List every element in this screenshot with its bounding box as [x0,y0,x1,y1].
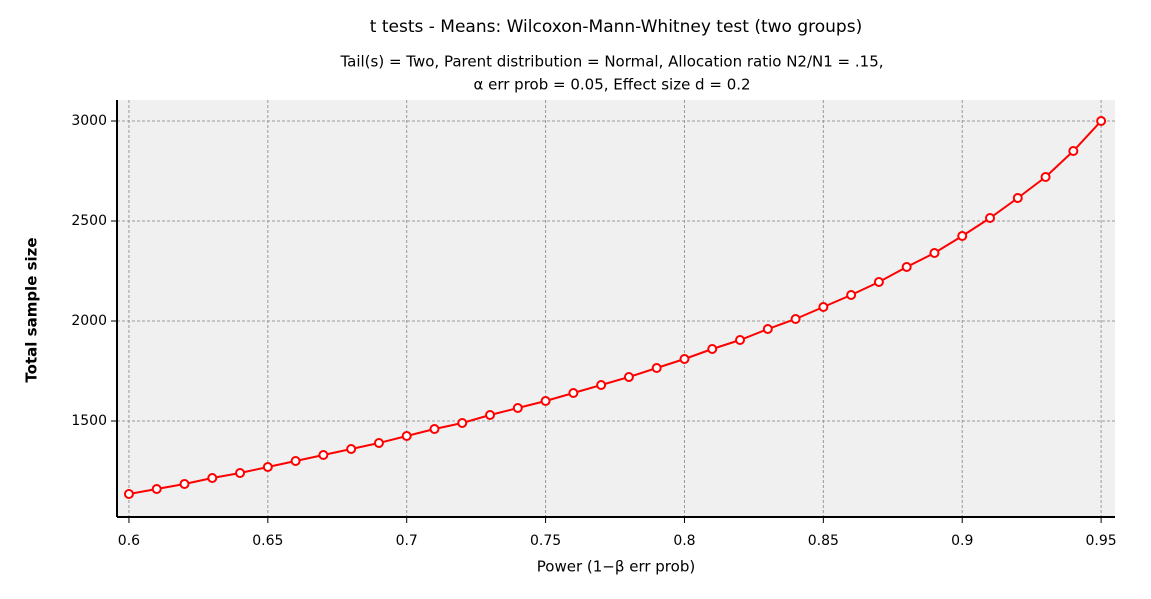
data-point [985,213,996,223]
data-point [873,277,884,287]
x-tick-label: 0.7 [396,533,418,549]
y-tick-label: 3000 [71,113,107,129]
x-axis-title: Power (1−β err prob) [537,558,695,576]
data-point [1096,116,1107,126]
data-point [262,462,273,472]
data-point [901,262,912,272]
data-point [735,335,746,345]
data-point [151,484,162,494]
data-point [290,456,301,466]
data-point [401,431,412,441]
data-point [1012,193,1023,203]
data-point [457,418,468,428]
y-tick-label: 2000 [71,313,107,329]
x-tick-label: 0.65 [252,533,283,549]
x-tick-label: 0.6 [118,533,140,549]
data-point [485,410,496,420]
data-point [623,372,634,382]
data-point [568,388,579,398]
data-point [1068,146,1079,156]
data-point [1040,172,1051,182]
x-tick-label: 0.75 [530,533,561,549]
x-tick-label: 0.8 [673,533,695,549]
data-point [929,248,940,258]
data-point [512,403,523,413]
data-point [707,344,718,354]
chart-subtitle: Tail(s) = Two, Parent distribution = Nor… [339,53,883,71]
chart-title: t tests - Means: Wilcoxon-Mann-Whitney t… [370,17,862,37]
data-point [957,231,968,241]
data-point [790,314,801,324]
data-point [846,290,857,300]
data-point [596,380,607,390]
chart-subtitle: α err prob = 0.05, Effect size d = 0.2 [473,76,750,94]
data-point [540,396,551,406]
y-tick-label: 2500 [71,213,107,229]
data-point [429,424,440,434]
data-point [818,302,829,312]
y-tick-label: 1500 [71,413,107,429]
plot-area [117,100,1115,517]
data-point [179,479,190,489]
data-point [235,468,246,478]
data-point [651,363,662,373]
data-point [318,450,329,460]
data-point [123,489,134,499]
data-point [207,473,218,483]
data-point [762,324,773,334]
data-point [679,354,690,364]
data-point [373,438,384,448]
x-tick-label: 0.85 [808,533,839,549]
x-tick-label: 0.95 [1086,533,1117,549]
data-point [346,444,357,454]
y-axis-title: Total sample size [23,237,41,382]
x-tick-label: 0.9 [951,533,973,549]
